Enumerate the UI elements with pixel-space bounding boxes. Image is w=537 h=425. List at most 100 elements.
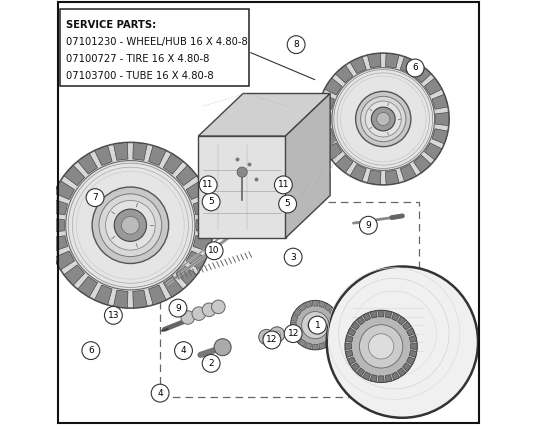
Polygon shape	[351, 322, 360, 330]
Polygon shape	[305, 343, 311, 349]
Polygon shape	[294, 308, 301, 316]
Polygon shape	[176, 165, 197, 186]
Text: 12: 12	[266, 335, 278, 345]
Circle shape	[202, 303, 216, 317]
Circle shape	[376, 113, 390, 125]
Text: 9: 9	[175, 303, 181, 313]
Text: 5: 5	[208, 197, 214, 207]
Circle shape	[47, 142, 213, 308]
Polygon shape	[425, 143, 442, 160]
Polygon shape	[332, 329, 339, 336]
Polygon shape	[403, 322, 411, 330]
Circle shape	[368, 334, 394, 359]
Circle shape	[212, 300, 225, 314]
Circle shape	[99, 194, 162, 257]
Polygon shape	[432, 129, 448, 144]
Polygon shape	[197, 218, 213, 232]
Polygon shape	[193, 235, 212, 252]
Polygon shape	[329, 308, 337, 316]
Polygon shape	[370, 311, 377, 318]
Polygon shape	[163, 153, 183, 174]
Text: 12: 12	[287, 329, 299, 338]
Text: 7: 7	[92, 193, 98, 202]
Circle shape	[86, 189, 104, 207]
Circle shape	[169, 299, 187, 317]
Circle shape	[372, 107, 395, 131]
Polygon shape	[367, 170, 381, 185]
Circle shape	[175, 342, 192, 360]
Text: 07100727 - TIRE 16 X 4.80-8: 07100727 - TIRE 16 X 4.80-8	[66, 54, 209, 64]
Polygon shape	[407, 357, 415, 365]
Circle shape	[287, 36, 305, 54]
Circle shape	[121, 216, 139, 234]
Text: 4: 4	[157, 388, 163, 398]
Polygon shape	[345, 335, 353, 342]
Polygon shape	[391, 313, 400, 321]
Polygon shape	[336, 65, 353, 83]
Circle shape	[326, 266, 478, 418]
Polygon shape	[409, 351, 417, 357]
Polygon shape	[149, 285, 166, 305]
Text: 2: 2	[208, 359, 214, 368]
Text: 13: 13	[107, 311, 119, 320]
Polygon shape	[345, 351, 353, 357]
Polygon shape	[95, 285, 112, 305]
Text: 8: 8	[293, 40, 299, 49]
Circle shape	[151, 384, 169, 402]
Circle shape	[359, 216, 378, 234]
Text: SERVICE PARTS:: SERVICE PARTS:	[66, 20, 156, 30]
Circle shape	[192, 307, 206, 320]
Circle shape	[279, 195, 296, 213]
Polygon shape	[329, 334, 337, 342]
Circle shape	[284, 325, 302, 343]
Circle shape	[270, 327, 285, 342]
Polygon shape	[54, 251, 75, 270]
Polygon shape	[163, 276, 183, 297]
Text: 6: 6	[412, 63, 418, 73]
Polygon shape	[54, 181, 75, 199]
Polygon shape	[378, 376, 384, 382]
FancyBboxPatch shape	[60, 9, 249, 86]
Polygon shape	[403, 363, 411, 371]
Polygon shape	[332, 314, 339, 322]
Polygon shape	[291, 329, 298, 336]
Polygon shape	[367, 53, 381, 68]
Polygon shape	[411, 343, 417, 349]
Polygon shape	[432, 94, 448, 109]
Circle shape	[406, 59, 424, 77]
Polygon shape	[400, 57, 417, 74]
Circle shape	[237, 167, 247, 177]
Circle shape	[114, 209, 147, 241]
Circle shape	[273, 331, 280, 338]
Polygon shape	[356, 316, 365, 325]
Bar	[160, 202, 419, 397]
Circle shape	[82, 342, 100, 360]
Polygon shape	[133, 290, 147, 308]
Polygon shape	[350, 57, 366, 74]
Polygon shape	[391, 372, 400, 380]
Circle shape	[317, 53, 449, 185]
Circle shape	[202, 193, 220, 211]
Circle shape	[205, 242, 223, 260]
Circle shape	[302, 312, 329, 339]
Polygon shape	[425, 78, 442, 95]
Polygon shape	[413, 155, 431, 173]
Polygon shape	[318, 94, 335, 109]
Circle shape	[359, 325, 403, 368]
Text: 9: 9	[366, 221, 371, 230]
Polygon shape	[324, 303, 332, 311]
Polygon shape	[318, 113, 331, 125]
Circle shape	[332, 68, 434, 170]
Polygon shape	[409, 335, 417, 342]
Polygon shape	[95, 145, 112, 165]
Polygon shape	[294, 334, 301, 342]
Polygon shape	[397, 316, 406, 325]
Polygon shape	[386, 170, 399, 185]
Polygon shape	[133, 142, 147, 160]
Polygon shape	[319, 343, 326, 349]
Polygon shape	[356, 368, 365, 377]
Polygon shape	[385, 374, 392, 382]
Polygon shape	[312, 300, 318, 306]
Polygon shape	[198, 136, 286, 238]
Polygon shape	[48, 235, 68, 252]
